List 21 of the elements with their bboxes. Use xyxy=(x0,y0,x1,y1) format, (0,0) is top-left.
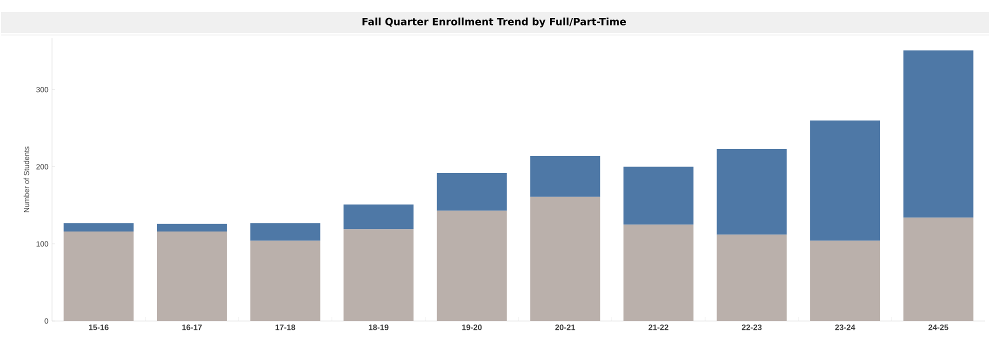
bar xyxy=(530,156,600,197)
bar xyxy=(344,229,414,321)
bar xyxy=(623,224,694,321)
bar xyxy=(156,232,227,321)
bar xyxy=(64,232,134,321)
bar xyxy=(250,240,320,321)
bar xyxy=(530,196,600,321)
bar xyxy=(623,166,694,225)
bar xyxy=(810,240,880,321)
bar xyxy=(716,234,787,321)
bar xyxy=(436,172,507,211)
bar xyxy=(903,50,974,218)
chart-title: Fall Quarter Enrollment Trend by Full/Part-Time xyxy=(362,18,626,28)
bar xyxy=(156,224,227,232)
bar xyxy=(903,218,974,321)
bar xyxy=(716,149,787,235)
bar xyxy=(344,204,414,230)
bar xyxy=(810,120,880,241)
bar xyxy=(64,223,134,232)
bar xyxy=(250,223,320,241)
bar xyxy=(436,210,507,321)
